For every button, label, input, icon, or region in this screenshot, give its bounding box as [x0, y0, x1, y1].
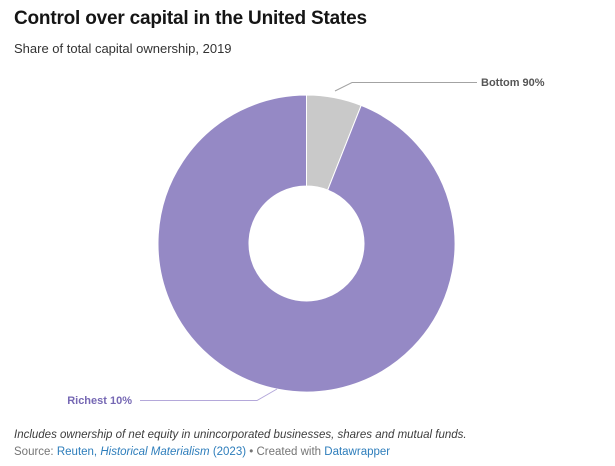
- source-label: Source:: [14, 446, 54, 458]
- leader-line-bottom-90: [334, 82, 477, 92]
- separator-dot: •: [249, 446, 254, 458]
- source-link-author[interactable]: Reuten,: [56, 446, 98, 458]
- leader-line-richest-10: [140, 388, 278, 401]
- donut-slice-richest-10-[interactable]: [157, 94, 456, 393]
- source-link-year[interactable]: (2023): [212, 446, 247, 458]
- slice-label-richest-10: Richest 10%: [67, 395, 132, 407]
- chart-title: Control over capital in the United State…: [14, 8, 367, 29]
- slice-label-bottom-90: Bottom 90%: [481, 77, 545, 89]
- footnote: Includes ownership of net equity in unin…: [14, 429, 467, 441]
- source-link-work[interactable]: Historical Materialism: [100, 446, 210, 458]
- created-with-label: Created with: [256, 446, 322, 458]
- datawrapper-link[interactable]: Datawrapper: [324, 446, 391, 458]
- source-link[interactable]: Reuten, Historical Materialism (2023): [57, 446, 246, 458]
- chart-subtitle: Share of total capital ownership, 2019: [14, 41, 232, 56]
- source-line: Source: Reuten, Historical Materialism (…: [14, 445, 390, 459]
